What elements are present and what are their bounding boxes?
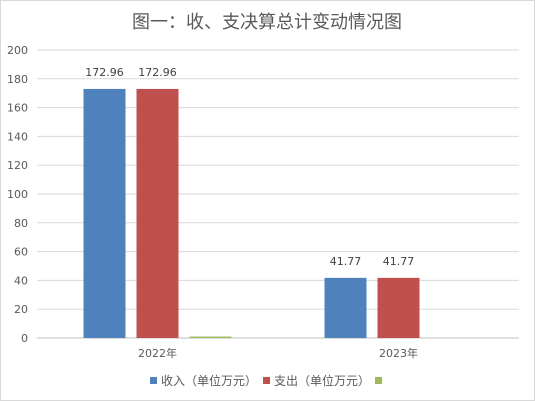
y-tick-label: 60 xyxy=(14,246,28,259)
y-tick-label: 80 xyxy=(14,217,28,230)
data-label: 172.96 xyxy=(85,66,124,79)
y-tick-label: 0 xyxy=(21,332,28,345)
bar-series-1-1 xyxy=(377,277,420,338)
y-tick-label: 100 xyxy=(7,188,28,201)
legend-swatch xyxy=(263,377,270,384)
bar-series-1-0 xyxy=(136,88,179,339)
y-tick-label: 20 xyxy=(14,303,28,316)
bars xyxy=(83,88,420,339)
bar-series-0-0 xyxy=(83,88,126,339)
data-labels: 172.96 172.96 41.77 41.77 xyxy=(85,66,414,268)
x-axis-ticks: 2022年 2023年 xyxy=(138,346,418,360)
y-tick-label: 140 xyxy=(7,130,28,143)
data-label: 41.77 xyxy=(330,255,362,268)
legend: 收入（单位万元） 支出（单位万元） xyxy=(150,373,382,388)
y-axis-ticks: 0 20 40 60 80 100 120 140 160 180 200 xyxy=(7,44,28,345)
x-tick-label: 2022年 xyxy=(138,346,177,360)
y-tick-label: 160 xyxy=(7,102,28,115)
y-tick-label: 200 xyxy=(7,44,28,57)
data-label: 172.96 xyxy=(138,66,177,79)
legend-label: 收入（单位万元） xyxy=(161,373,257,388)
y-tick-label: 120 xyxy=(7,159,28,172)
y-tick-label: 180 xyxy=(7,73,28,86)
bar-series-0-1 xyxy=(324,277,367,338)
data-label: 41.77 xyxy=(383,255,415,268)
legend-swatch xyxy=(150,377,157,384)
legend-swatch xyxy=(375,377,382,384)
chart-title: 图一：收、支决算总计变动情况图 xyxy=(132,12,402,33)
y-tick-label: 40 xyxy=(14,274,28,287)
bar-series-2-0 xyxy=(189,336,232,338)
legend-label: 支出（单位万元） xyxy=(274,373,370,388)
x-tick-label: 2023年 xyxy=(379,346,418,360)
